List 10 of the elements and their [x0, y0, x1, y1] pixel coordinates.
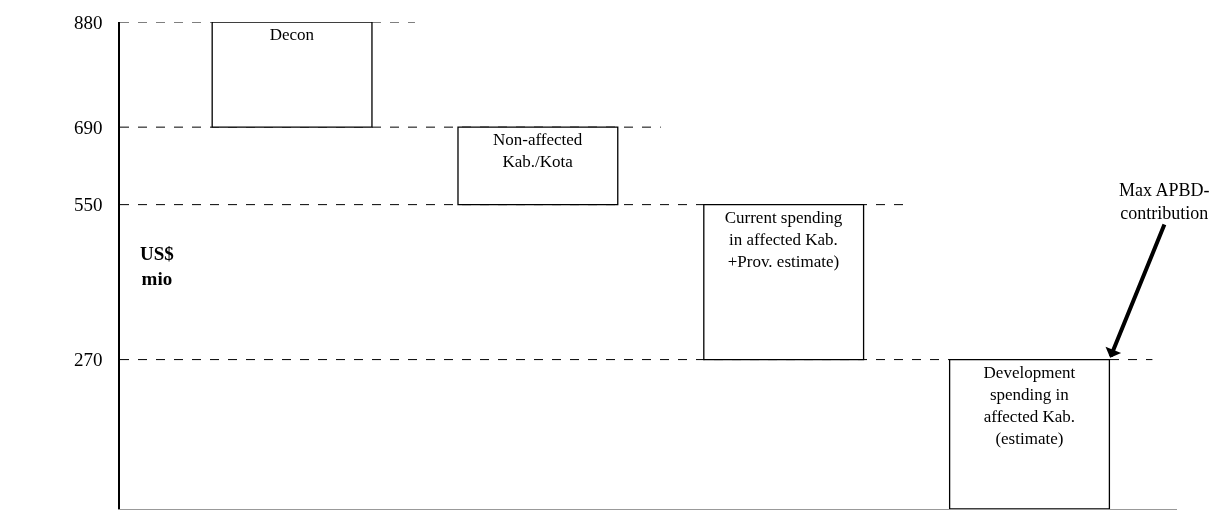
x-tick-label: Development spending in affected Kab. (estimate)	[983, 362, 1076, 448]
y-tick-label: 880	[73, 11, 103, 33]
y-tick-label: 690	[73, 116, 103, 138]
annotation: Max APBD- contribution	[1119, 180, 1210, 224]
x-tick-label: Non-affected Kab./Kota	[492, 130, 583, 172]
y-tick-label: 550	[73, 194, 103, 216]
y-tick-label: 270	[73, 349, 103, 371]
x-tick-label: Decon	[269, 25, 315, 44]
x-tick-label: Current spending in affected Kab. +Prov. estimate)	[724, 207, 843, 271]
y-axis-title: US$ mio	[140, 243, 174, 289]
